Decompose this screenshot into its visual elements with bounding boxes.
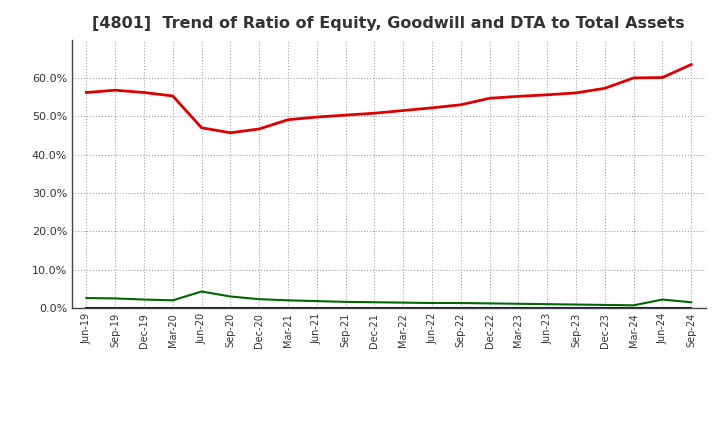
Deferred Tax Assets <box>572 302 580 307</box>
Deferred Tax Assets <box>485 301 494 306</box>
Equity <box>629 75 638 81</box>
Title: [4801]  Trend of Ratio of Equity, Goodwill and DTA to Total Assets: [4801] Trend of Ratio of Equity, Goodwil… <box>92 16 685 32</box>
Equity <box>312 114 321 120</box>
Goodwill <box>140 305 148 311</box>
Deferred Tax Assets <box>687 300 696 305</box>
Equity <box>82 90 91 95</box>
Deferred Tax Assets <box>284 298 292 303</box>
Goodwill <box>197 305 206 311</box>
Deferred Tax Assets <box>600 302 609 308</box>
Deferred Tax Assets <box>629 303 638 308</box>
Deferred Tax Assets <box>197 289 206 294</box>
Equity <box>140 90 148 95</box>
Goodwill <box>514 305 523 311</box>
Deferred Tax Assets <box>399 300 408 305</box>
Goodwill <box>255 305 264 311</box>
Deferred Tax Assets <box>456 301 465 306</box>
Goodwill <box>629 305 638 311</box>
Goodwill <box>687 305 696 311</box>
Goodwill <box>456 305 465 311</box>
Equity <box>514 94 523 99</box>
Deferred Tax Assets <box>312 298 321 304</box>
Deferred Tax Assets <box>543 301 552 307</box>
Equity <box>197 125 206 130</box>
Deferred Tax Assets <box>140 297 148 302</box>
Line: Deferred Tax Assets: Deferred Tax Assets <box>86 292 691 305</box>
Deferred Tax Assets <box>111 296 120 301</box>
Equity <box>600 86 609 91</box>
Goodwill <box>226 305 235 311</box>
Equity <box>399 108 408 113</box>
Equity <box>226 130 235 136</box>
Goodwill <box>312 305 321 311</box>
Goodwill <box>600 305 609 311</box>
Equity <box>255 126 264 132</box>
Goodwill <box>284 305 292 311</box>
Goodwill <box>658 305 667 311</box>
Goodwill <box>341 305 350 311</box>
Equity <box>543 92 552 97</box>
Deferred Tax Assets <box>82 295 91 301</box>
Equity <box>658 75 667 80</box>
Deferred Tax Assets <box>428 301 436 306</box>
Equity <box>485 95 494 101</box>
Equity <box>341 113 350 118</box>
Deferred Tax Assets <box>658 297 667 302</box>
Goodwill <box>111 305 120 311</box>
Deferred Tax Assets <box>341 299 350 304</box>
Equity <box>284 117 292 122</box>
Goodwill <box>370 305 379 311</box>
Equity <box>428 105 436 110</box>
Goodwill <box>543 305 552 311</box>
Deferred Tax Assets <box>168 298 177 303</box>
Equity <box>370 110 379 116</box>
Deferred Tax Assets <box>255 297 264 302</box>
Goodwill <box>428 305 436 311</box>
Goodwill <box>572 305 580 311</box>
Deferred Tax Assets <box>226 294 235 299</box>
Deferred Tax Assets <box>370 300 379 305</box>
Equity <box>111 88 120 93</box>
Deferred Tax Assets <box>514 301 523 306</box>
Line: Equity: Equity <box>86 65 691 133</box>
Goodwill <box>485 305 494 311</box>
Equity <box>168 93 177 99</box>
Equity <box>572 90 580 95</box>
Equity <box>456 102 465 107</box>
Goodwill <box>399 305 408 311</box>
Equity <box>687 62 696 67</box>
Goodwill <box>168 305 177 311</box>
Goodwill <box>82 305 91 311</box>
